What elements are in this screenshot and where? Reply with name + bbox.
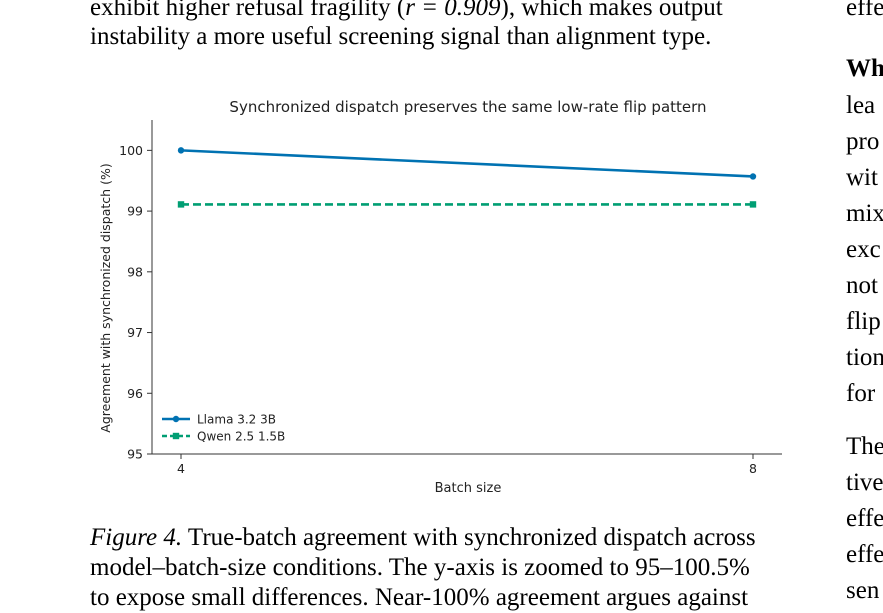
y-tick-label: 97 [127, 325, 143, 340]
y-tick-label: 98 [127, 264, 143, 279]
body-line-1-math: r = 0.909 [405, 0, 501, 21]
series-line-llama-3-2-3b [180, 149, 754, 178]
y-tick-label: 95 [127, 447, 143, 462]
right-col-line: effe [846, 505, 883, 532]
right-col-line: flip [846, 308, 881, 335]
y-tick-label: 100 [119, 143, 143, 158]
right-col-heading: Wh [846, 55, 883, 82]
y-tick-label: 96 [127, 386, 143, 401]
legend-label-qwen-2-5-1-5b: Qwen 2.5 1.5B [197, 429, 285, 443]
x-tick-label: 8 [749, 461, 757, 476]
y-tick-label: 99 [127, 204, 143, 219]
chart-axes [151, 120, 782, 455]
x-axis-label: Batch size [435, 481, 502, 496]
data-point-qwen-2-5-1-5b [749, 201, 757, 208]
right-col-line: for [846, 380, 876, 407]
right-col-line: effe [846, 0, 883, 21]
chart-title: Synchronized dispatch preserves the same… [229, 98, 706, 116]
right-col-line: exc [846, 236, 881, 263]
x-tick-label: 4 [177, 461, 185, 476]
line-chart: Synchronized dispatch preserves the same… [98, 98, 782, 496]
right-col-line: lea [846, 92, 876, 119]
right-col-line: wit [846, 164, 878, 191]
figure-caption-line-2: model–batch-size conditions. The y-axis … [90, 554, 750, 581]
body-line-1-text: exhibit higher refusal fragility ( [90, 0, 406, 21]
data-point-qwen-2-5-1-5b [177, 201, 185, 208]
legend-marker-llama-3-2-3b [172, 415, 180, 423]
chart-ticks: 95 96 97 98 99 100 4 8 [119, 143, 757, 476]
right-col-line: not [846, 272, 878, 299]
legend-label-llama-3-2-3b: Llama 3.2 3B [197, 412, 276, 426]
chart-legend: Llama 3.2 3B Qwen 2.5 1.5B [162, 412, 285, 443]
right-col-line: tive [846, 469, 883, 496]
body-line-1: exhibit higher refusal fragility (r = 0.… [90, 0, 723, 23]
figure-caption-line-1: Figure 4. True-batch agreement with sync… [90, 523, 756, 553]
chart-series [177, 147, 757, 208]
right-col-line: mix [846, 200, 883, 227]
legend-marker-qwen-2-5-1-5b [172, 432, 180, 440]
body-line-1-tail: ), which makes output [500, 0, 723, 21]
caption-text-1: True-batch agreement with synchronized d… [182, 524, 756, 551]
figure-caption-line-3: to expose small differences. Near-100% a… [90, 584, 749, 611]
right-col-line: sen [846, 577, 880, 604]
y-axis-label: Agreement with synchronized dispatch (%) [98, 163, 113, 432]
figure-label: Figure 4. [90, 524, 183, 551]
right-col-line: The [846, 433, 883, 460]
right-col-line: pro [846, 128, 880, 155]
data-point-llama-3-2-3b [749, 173, 757, 180]
body-line-2: instability a more useful screening sign… [90, 23, 712, 50]
data-point-llama-3-2-3b [177, 147, 185, 154]
right-col-line: effe [846, 541, 883, 568]
right-col-line: tion [846, 344, 883, 371]
